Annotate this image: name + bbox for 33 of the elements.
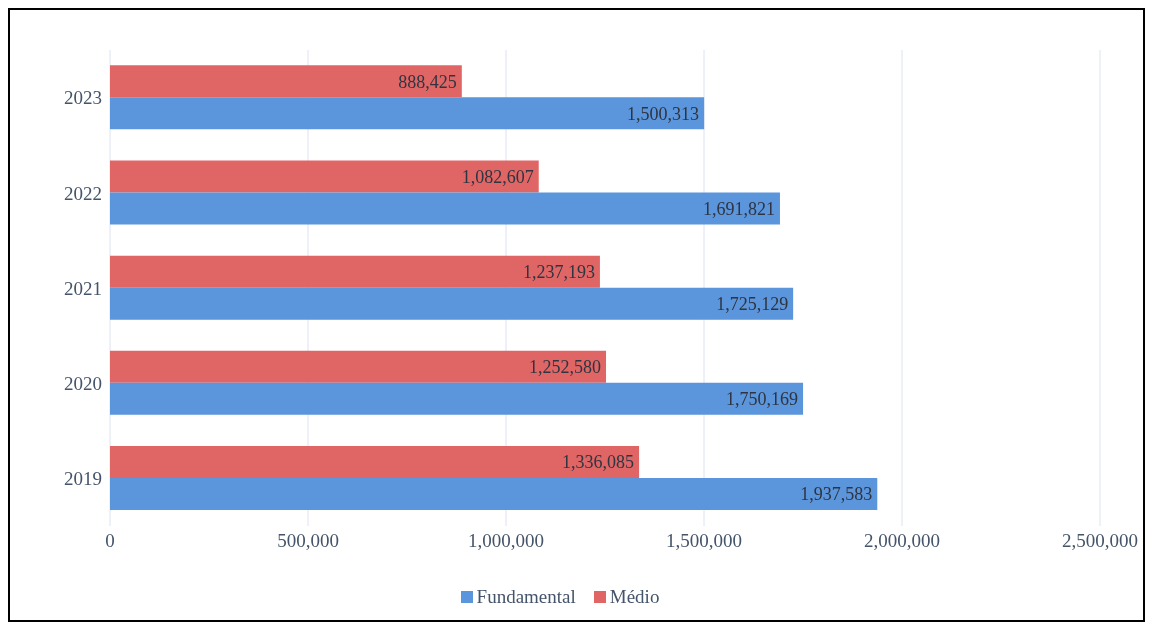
bar — [110, 160, 539, 193]
data-label: 1,937,583 — [800, 484, 873, 505]
x-tick-label: 2,000,000 — [864, 530, 940, 552]
legend-label: Médio — [608, 586, 660, 608]
bar — [110, 192, 780, 225]
bar — [110, 382, 804, 415]
x-tick-label: 2,500,000 — [1062, 530, 1138, 552]
data-label: 888,425 — [398, 71, 457, 92]
data-label: 1,237,193 — [522, 262, 595, 283]
x-tick-label: 1,500,000 — [666, 530, 742, 552]
data-label: 1,252,580 — [529, 357, 602, 378]
bar — [110, 287, 794, 320]
x-tick-label: 1,000,000 — [468, 530, 544, 552]
x-tick-label: 500,000 — [277, 530, 339, 552]
data-label: 1,750,169 — [726, 389, 799, 410]
data-label: 1,336,085 — [562, 452, 635, 473]
data-label: 1,691,821 — [702, 198, 775, 219]
legend-label: Fundamental — [475, 586, 576, 608]
bar — [110, 478, 878, 511]
data-label: 1,500,313 — [627, 103, 700, 124]
y-tick-label: 2021 — [64, 277, 102, 299]
y-tick-label: 2019 — [64, 468, 102, 490]
bar — [110, 97, 705, 130]
y-tick-label: 2020 — [64, 372, 102, 394]
y-tick-label: 2023 — [64, 87, 102, 109]
data-label: 1,725,129 — [716, 294, 789, 315]
x-tick-label: 0 — [105, 530, 115, 552]
bar — [110, 350, 607, 383]
y-tick-label: 2022 — [64, 182, 102, 204]
data-label: 1,082,607 — [461, 166, 534, 187]
bar — [110, 65, 462, 98]
bar — [110, 255, 600, 288]
bar — [110, 446, 640, 479]
